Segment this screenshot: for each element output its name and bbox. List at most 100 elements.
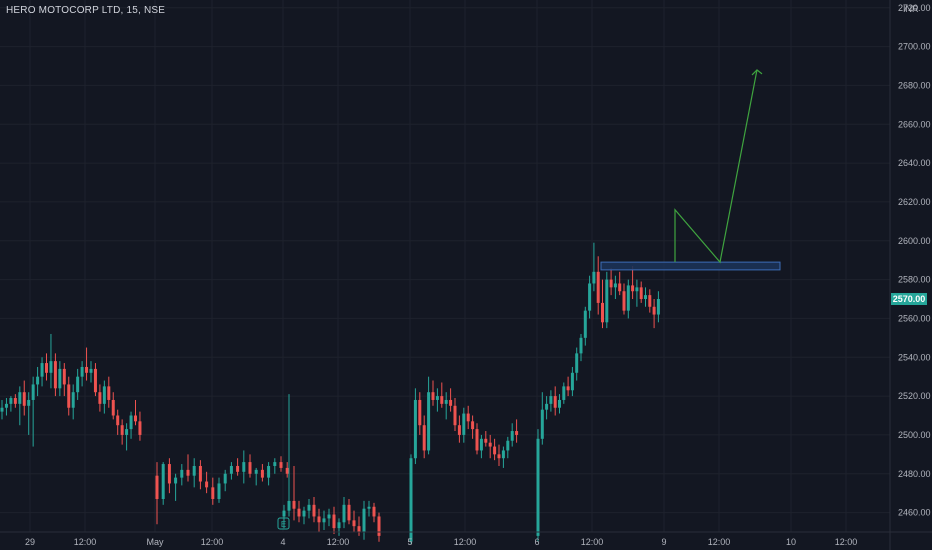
candle-body xyxy=(36,376,40,385)
candle-body xyxy=(613,283,617,288)
price-tick-label: 2620.00 xyxy=(898,197,931,207)
candle-body xyxy=(583,310,587,338)
candle-body xyxy=(377,516,381,536)
candle-body xyxy=(639,287,643,300)
candle-body xyxy=(536,438,540,536)
candle-body xyxy=(506,440,510,451)
candle-body xyxy=(570,372,574,391)
candle-body xyxy=(198,465,202,482)
candle-body xyxy=(254,469,258,474)
candle-body xyxy=(357,526,361,532)
candle-body xyxy=(479,438,483,451)
candle-body xyxy=(102,386,106,404)
price-tick-label: 2560.00 xyxy=(898,313,931,323)
time-tick-label: May xyxy=(146,537,164,547)
candle-body xyxy=(545,403,549,410)
candle-body xyxy=(307,504,311,511)
candle-body xyxy=(515,431,519,435)
candle-body xyxy=(466,413,470,422)
candle-body xyxy=(435,396,439,400)
candle-body xyxy=(167,464,171,484)
candle-body xyxy=(427,392,431,451)
price-tick-label: 2460.00 xyxy=(898,508,931,518)
event-marker-label: E xyxy=(281,520,286,529)
candle-body xyxy=(540,409,544,439)
candle-body xyxy=(223,473,227,484)
candle-body xyxy=(27,399,31,406)
candle-body xyxy=(62,368,66,385)
price-tick-label: 2700.00 xyxy=(898,42,931,52)
candle-body xyxy=(134,415,137,422)
drawings[interactable]: E xyxy=(277,69,781,530)
candle-body xyxy=(116,415,120,426)
candle-body xyxy=(297,508,301,517)
candle-body xyxy=(422,425,426,451)
price-tick-label: 2600.00 xyxy=(898,236,931,246)
candle-body xyxy=(648,295,652,307)
candle-body xyxy=(98,392,102,404)
candle-body xyxy=(644,295,647,300)
price-tick-label: 2520.00 xyxy=(898,391,931,401)
time-tick-label: 12:00 xyxy=(327,537,350,547)
candle-body xyxy=(22,392,26,406)
price-tick-label: 2580.00 xyxy=(898,275,931,285)
candle-body xyxy=(107,386,111,400)
candle-body xyxy=(493,446,497,455)
earnings-event-marker[interactable]: E xyxy=(277,517,290,530)
candle-body xyxy=(53,361,57,389)
candle-body xyxy=(180,469,184,478)
candle-body xyxy=(579,337,583,354)
time-tick-label: 12:00 xyxy=(581,537,604,547)
candle-body xyxy=(413,399,417,459)
candle-body xyxy=(626,285,630,311)
candle-body xyxy=(125,429,129,435)
candle-body xyxy=(372,506,376,517)
candle-body xyxy=(155,475,159,499)
candle-body xyxy=(347,504,351,521)
last-price-badge xyxy=(891,293,927,306)
candle-body xyxy=(248,462,252,474)
candle-body xyxy=(317,516,321,523)
price-tick-label: 2500.00 xyxy=(898,430,931,440)
projection-path[interactable] xyxy=(674,69,758,264)
price-tick-label: 2480.00 xyxy=(898,469,931,479)
candle-body xyxy=(260,469,264,478)
price-tick-label: 2680.00 xyxy=(898,80,931,90)
symbol-title: HERO MOTOCORP LTD, 15, NSE xyxy=(6,5,166,16)
candle-body xyxy=(282,510,286,517)
time-tick-label: 12:00 xyxy=(835,537,858,547)
candle-body xyxy=(0,407,4,412)
candle-body xyxy=(18,392,22,404)
time-tick-label: 6 xyxy=(534,537,539,547)
candle-body xyxy=(484,438,488,443)
candle-body xyxy=(618,283,622,292)
time-tick-label: 29 xyxy=(25,537,35,547)
candle-body xyxy=(337,522,341,529)
last-price-label: 2570.00 xyxy=(893,294,926,304)
candle-body xyxy=(431,392,435,400)
candle-body xyxy=(510,431,514,441)
candle-body xyxy=(497,454,501,459)
candle-body xyxy=(229,465,233,474)
candle-body xyxy=(67,384,71,408)
candle-body xyxy=(31,384,35,400)
resistance-zone[interactable] xyxy=(600,261,781,271)
price-tick-label: 2720.00 xyxy=(898,3,931,13)
candle-body xyxy=(4,403,8,408)
candle-body xyxy=(76,376,80,393)
candle-body xyxy=(635,287,639,292)
candle-body xyxy=(236,465,240,472)
candle-body xyxy=(453,405,457,426)
candle-body xyxy=(13,398,17,404)
candle-body xyxy=(588,283,592,311)
candle-body xyxy=(9,398,13,404)
candle-body xyxy=(285,467,289,474)
projection-arrowhead xyxy=(751,69,763,76)
candle-body xyxy=(449,399,453,406)
candle-body xyxy=(242,462,246,472)
candle-body xyxy=(85,366,89,373)
